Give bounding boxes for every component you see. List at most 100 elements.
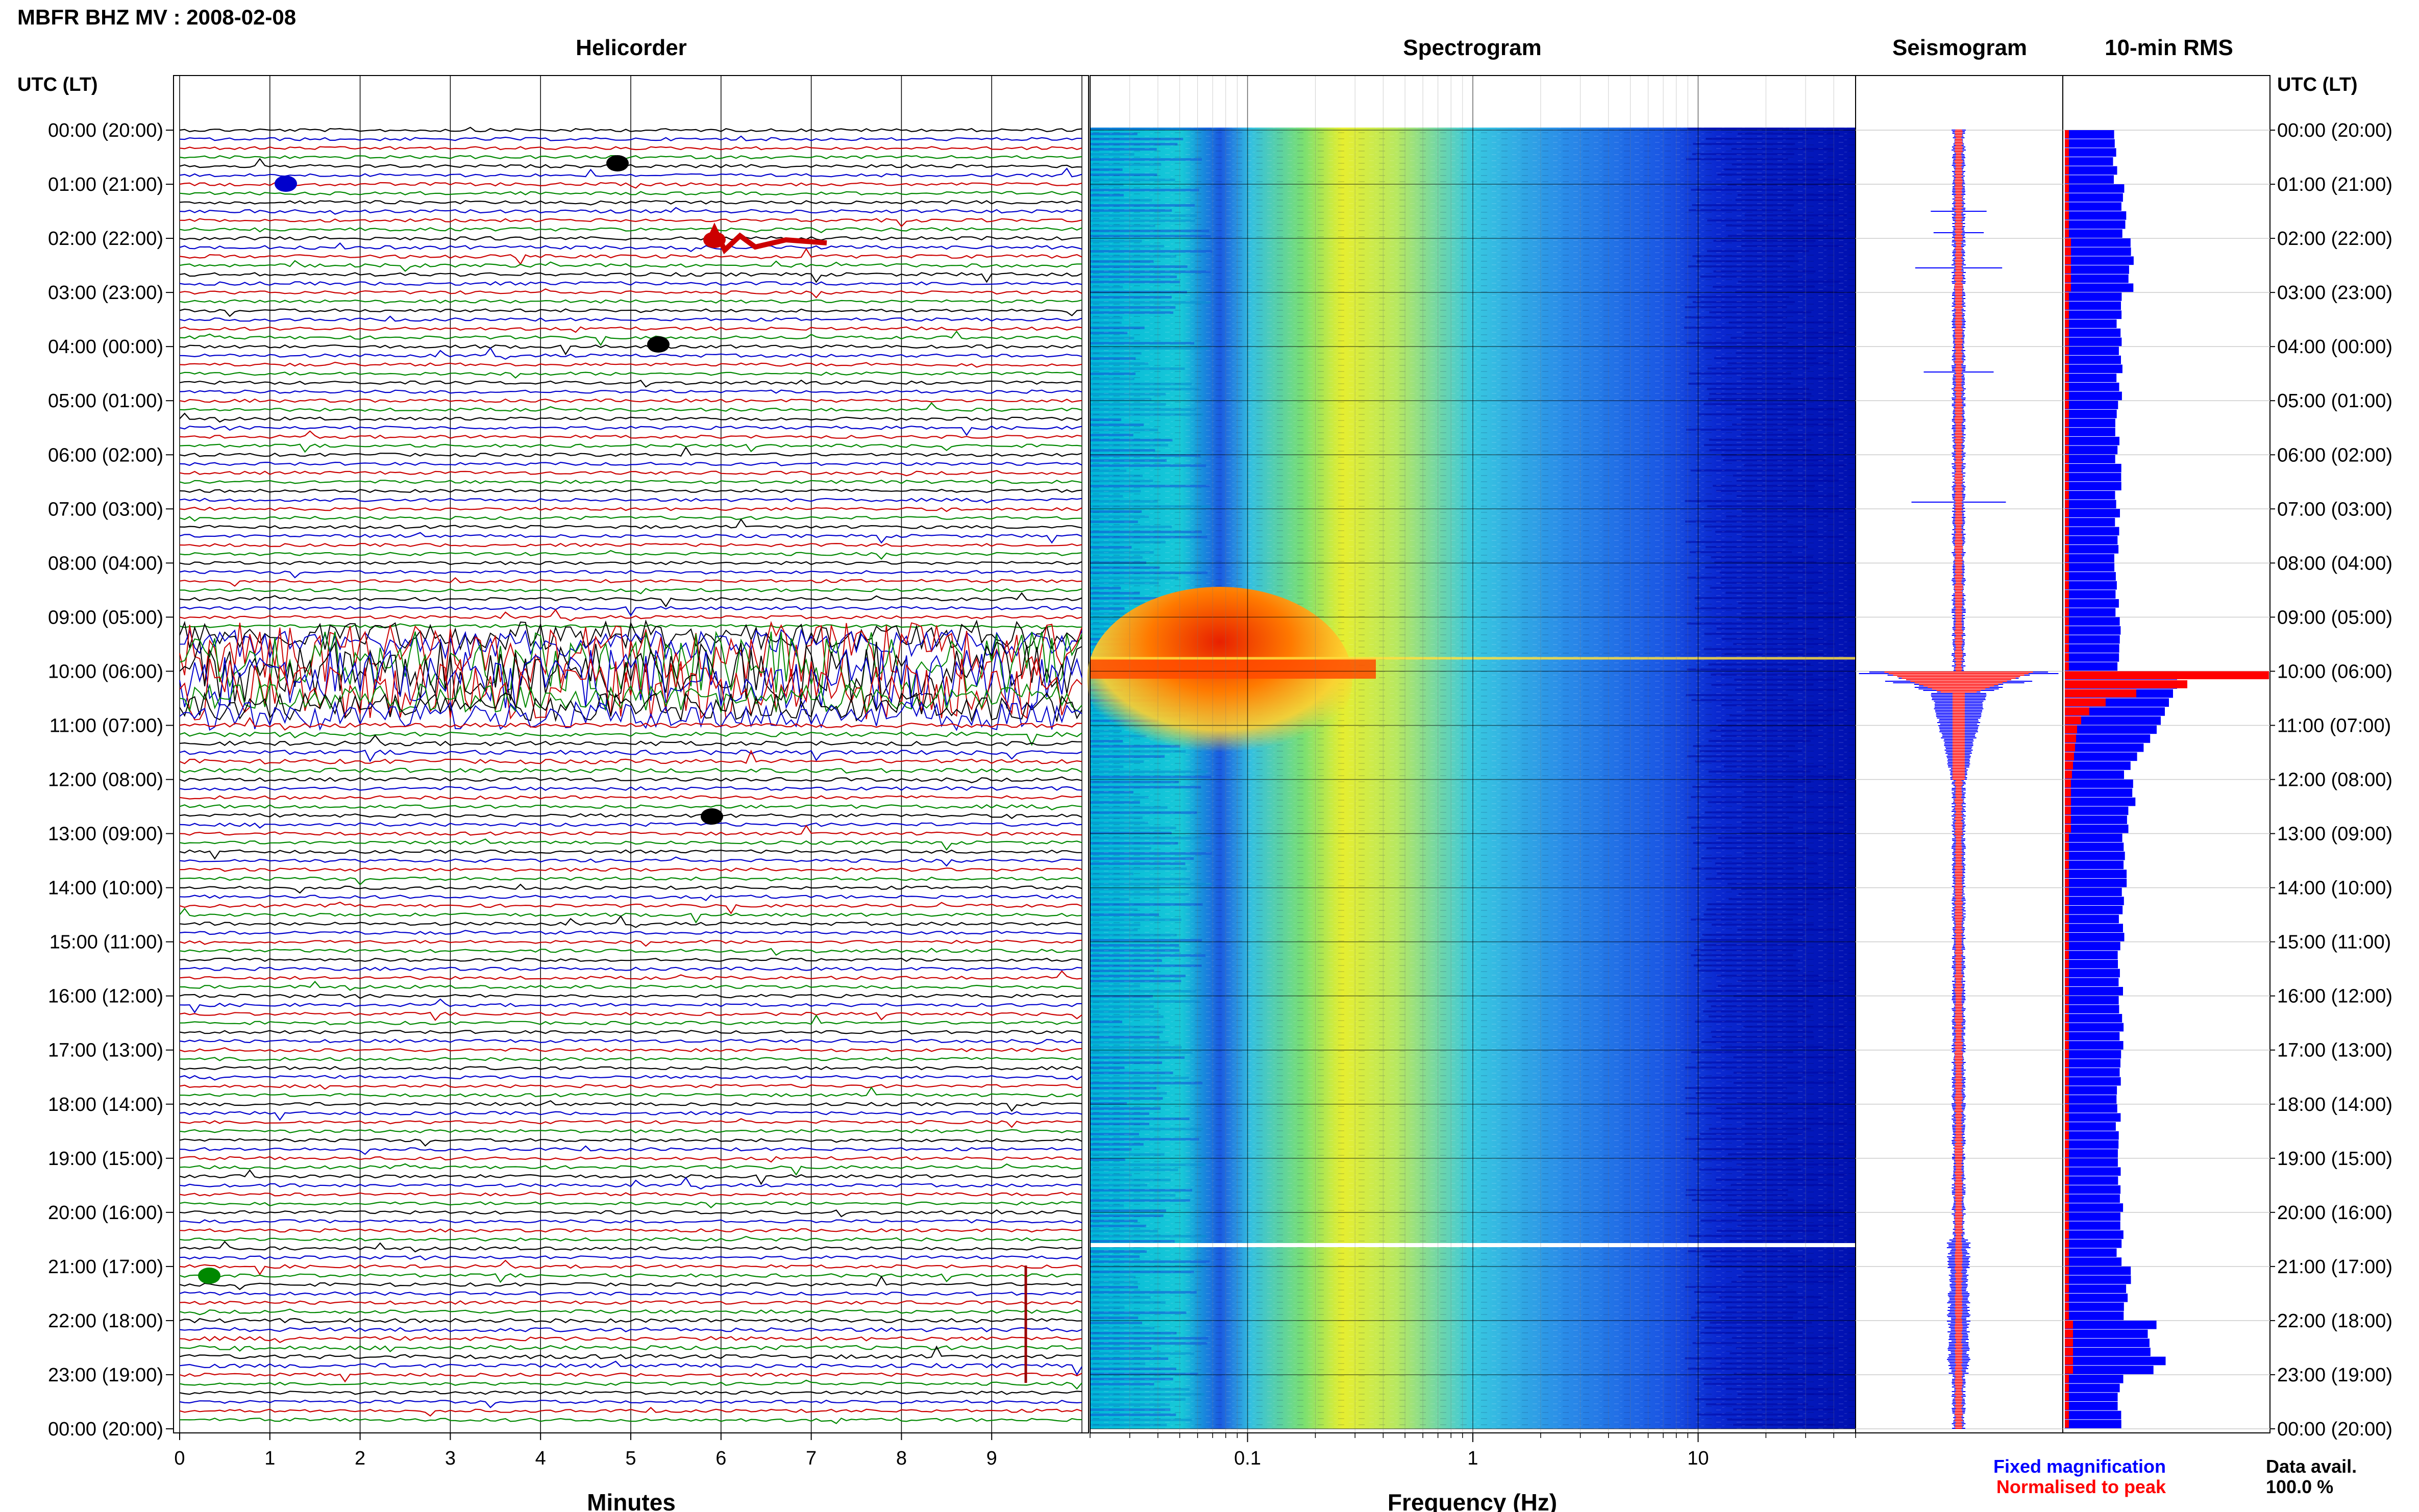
helicorder-title: Helicorder xyxy=(576,35,687,60)
helicorder-trace xyxy=(179,1118,1082,1128)
helicorder-trace xyxy=(179,1372,1082,1383)
helicorder-trace xyxy=(179,957,1082,962)
helicorder-trace xyxy=(179,446,1082,457)
rms-normalised-bar xyxy=(2065,544,2069,553)
rms-fixed-bar xyxy=(2065,617,2120,626)
helicorder-trace xyxy=(179,804,1082,811)
rms-normalised-bar xyxy=(2065,878,2069,887)
helicorder-trace xyxy=(179,1030,1082,1035)
time-label-left: 12:00 (08:00) xyxy=(48,770,163,791)
helicorder-trace xyxy=(179,966,1082,971)
rms-normalised-bar xyxy=(2065,581,2069,589)
helicorder-trace xyxy=(179,242,1082,253)
helicorder-trace xyxy=(179,1300,1082,1305)
helicorder-trace xyxy=(179,691,1082,723)
rms-fixed-bar xyxy=(2065,517,2115,527)
rms-normalised-bar xyxy=(2065,1212,2069,1221)
rms-fixed-bar xyxy=(2065,761,2131,770)
helicorder-trace xyxy=(179,379,1082,388)
rms-normalised-bar xyxy=(2065,139,2069,147)
seismogram-panel xyxy=(1855,75,2063,1433)
rms-fixed-bar xyxy=(2065,445,2118,455)
rms-fixed-bar xyxy=(2065,905,2123,914)
rms-normalised-bar xyxy=(2065,391,2069,400)
minute-tick-label: 1 xyxy=(264,1448,275,1469)
rms-fixed-bar xyxy=(2065,401,2118,409)
rms-normalised-bar xyxy=(2065,346,2069,355)
helicorder-trace xyxy=(179,532,1082,544)
helicorder-trace xyxy=(179,430,1082,439)
rms-normalised-bar xyxy=(2065,1347,2073,1356)
rms-normalised-bar xyxy=(2065,473,2069,481)
helicorder-trace xyxy=(179,402,1082,412)
time-labels-left: 00:00 (20:00) 01:00 (21:00) 02:00 (22:00) 0… xyxy=(48,120,174,1440)
rms-normalised-bar xyxy=(2065,536,2069,544)
rms-normalised-bar xyxy=(2065,409,2069,418)
helicorder-trace xyxy=(179,1235,1082,1242)
time-label-right: 02:00 (22:00) xyxy=(2277,228,2392,250)
time-label-right: 13:00 (09:00) xyxy=(2277,824,2392,845)
rms-normalised-bar xyxy=(2065,635,2069,643)
rms-normalised-bar xyxy=(2065,319,2069,328)
rms-fixed-bar xyxy=(2065,265,2129,274)
helicorder-trace xyxy=(179,569,1082,579)
helicorder-trace xyxy=(179,683,1082,714)
rms-normalised-bar xyxy=(2065,1041,2069,1049)
rms-normalised-bar xyxy=(2065,1230,2069,1238)
helicorder-trace xyxy=(179,299,1082,304)
helicorder-trace xyxy=(179,461,1082,466)
rms-fixed-bar xyxy=(2065,130,2114,139)
minute-tick-label: 9 xyxy=(986,1448,997,1469)
rms-fixed-bar xyxy=(2065,490,2115,500)
helicorder-trace xyxy=(179,894,1082,901)
helicorder-trace xyxy=(179,412,1082,423)
rms-normalised-bar xyxy=(2065,175,2069,184)
minute-tick-label: 3 xyxy=(445,1448,456,1469)
rms-fixed-bar xyxy=(2065,1014,2122,1023)
rms-fixed-bar xyxy=(2065,932,2125,941)
spectrogram-panel xyxy=(1087,75,1856,1433)
helicorder-trace xyxy=(179,980,1082,991)
time-label-right: 15:00 (11:00) xyxy=(2277,932,2391,953)
helicorder-trace xyxy=(179,1360,1082,1376)
helicorder-trace xyxy=(179,592,1082,608)
rms-fixed-bar xyxy=(2065,1374,2124,1383)
rms-normalised-bar xyxy=(2065,1383,2069,1392)
time-label-right: 22:00 (18:00) xyxy=(2277,1310,2392,1332)
rms-normalised-bar xyxy=(2065,1113,2069,1122)
rms-fixed-bar xyxy=(2065,1149,2118,1158)
rms-fixed-bar xyxy=(2065,544,2119,554)
rms-normalised-bar xyxy=(2065,428,2069,436)
helicorder-trace xyxy=(179,1156,1082,1163)
helicorder-trace xyxy=(179,1145,1082,1155)
rms-normalised-bar xyxy=(2065,689,2136,698)
frequency-tick-label: 10 xyxy=(1687,1448,1709,1469)
rms-normalised-bar xyxy=(2065,517,2069,526)
rms-fixed-bar xyxy=(2065,842,2124,851)
rms-fixed-bar xyxy=(2065,878,2127,887)
helicorder-trace xyxy=(179,716,1082,731)
rms-fixed-bar xyxy=(2065,1329,2148,1339)
rms-fixed-bar xyxy=(2065,563,2115,572)
rms-normalised-bar xyxy=(2065,1158,2069,1167)
rms-fixed-bar xyxy=(2065,725,2157,734)
helicorder-event-red xyxy=(707,222,827,255)
rms-fixed-bar xyxy=(2065,662,2118,671)
rms-normalised-bar xyxy=(2065,924,2069,932)
data-availability-label: Data avail. xyxy=(2266,1456,2357,1477)
time-label-right: 18:00 (14:00) xyxy=(2277,1094,2392,1116)
rms-normalised-bar xyxy=(2065,211,2069,219)
rms-fixed-bar xyxy=(2065,328,2121,337)
rms-fixed-bar xyxy=(2065,202,2121,211)
rms-normalised-bar xyxy=(2065,905,2069,914)
helicorder-trace xyxy=(179,1047,1082,1053)
helicorder-trace xyxy=(179,1177,1082,1190)
rms-fixed-bar xyxy=(2065,1393,2118,1401)
helicorder-trace xyxy=(179,623,1082,629)
helicorder-trace xyxy=(179,856,1082,867)
rms-normalised-bar xyxy=(2065,1266,2069,1275)
time-label-left: 01:00 (21:00) xyxy=(48,174,163,195)
rms-fixed-bar xyxy=(2065,743,2144,752)
helicorder-trace xyxy=(179,1391,1082,1395)
rms-normalised-bar xyxy=(2065,959,2069,968)
